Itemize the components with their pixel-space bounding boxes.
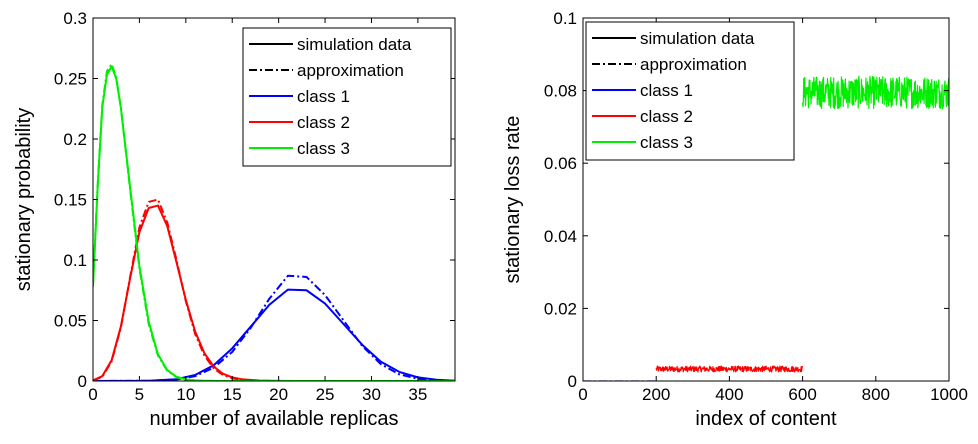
x-tick-label: 20 [269,385,288,404]
legend-label: approximation [640,55,747,74]
legend-label: class 1 [640,81,693,100]
plot-area [583,75,949,381]
y-tick-label: 0.15 [54,191,87,210]
x-tick-label: 0 [88,385,97,404]
y-tick-label: 0.04 [544,227,577,246]
x-tick-label: 10 [176,385,195,404]
legend-label: class 1 [297,87,350,106]
legend-label: simulation data [297,35,412,54]
series-line-2 [93,204,298,381]
legend-label: class 3 [640,133,693,152]
legend: simulation data approximation class 1 class… [585,21,795,161]
y-tick-label: 0.02 [544,299,577,318]
series-line-0 [93,288,455,381]
axes-box [582,17,950,382]
y-tick-label: 0.05 [54,312,87,331]
x-tick-label: 0 [578,385,587,404]
series-line-3 [93,198,298,381]
legend-label: simulation data [640,29,755,48]
y-axis-label: stationary probability [13,108,35,291]
y-tick-label: 0.1 [553,9,577,28]
y-tick-label: 0.06 [544,154,577,173]
legend-box [242,27,452,167]
x-tick-label: 400 [715,385,743,404]
x-tick-label: 800 [862,385,890,404]
y-tick-label: 0 [78,372,87,391]
x-tick-label: 30 [362,385,381,404]
x-tick-label: 200 [642,385,670,404]
y-tick-label: 0.25 [54,70,87,89]
legend-label: class 2 [640,107,693,126]
y-tick-label: 0 [568,372,577,391]
x-tick-label: 1000 [930,385,968,404]
y-tick-label: 0.08 [544,82,577,101]
chart-stationary-loss-rate: 0 200 400 600 800 1000 0 0.02 0.04 0.06 0.08 0.1 ind… [502,9,968,430]
series-line-2 [802,75,949,110]
series-line-1 [93,274,455,381]
series-line-1 [655,365,804,373]
x-tick-label: 35 [408,385,427,404]
y-axis-label: stationary loss rate [502,116,524,284]
chart-stationary-probability: 0 5 10 15 20 25 30 35 0 0.05 0.1 0.15 0.2 0.25 0.3 numb… [13,9,456,430]
x-tick-label: 15 [223,385,242,404]
series-line-5 [93,62,455,381]
legend-label: class 3 [297,139,350,158]
x-axis-label: number of available replicas [149,408,398,430]
legend: simulation data approximation class 1 class… [242,27,452,167]
legend-label: class 2 [297,113,350,132]
x-tick-label: 5 [135,385,144,404]
y-tick-label: 0.3 [63,9,87,28]
y-tick-label: 0.2 [63,130,87,149]
legend-label: approximation [297,61,404,80]
x-tick-label: 600 [788,385,816,404]
y-tick-label: 0.1 [63,251,87,270]
plot-area [93,62,455,381]
x-tick-label: 25 [316,385,335,404]
x-axis-label: index of content [695,408,837,430]
